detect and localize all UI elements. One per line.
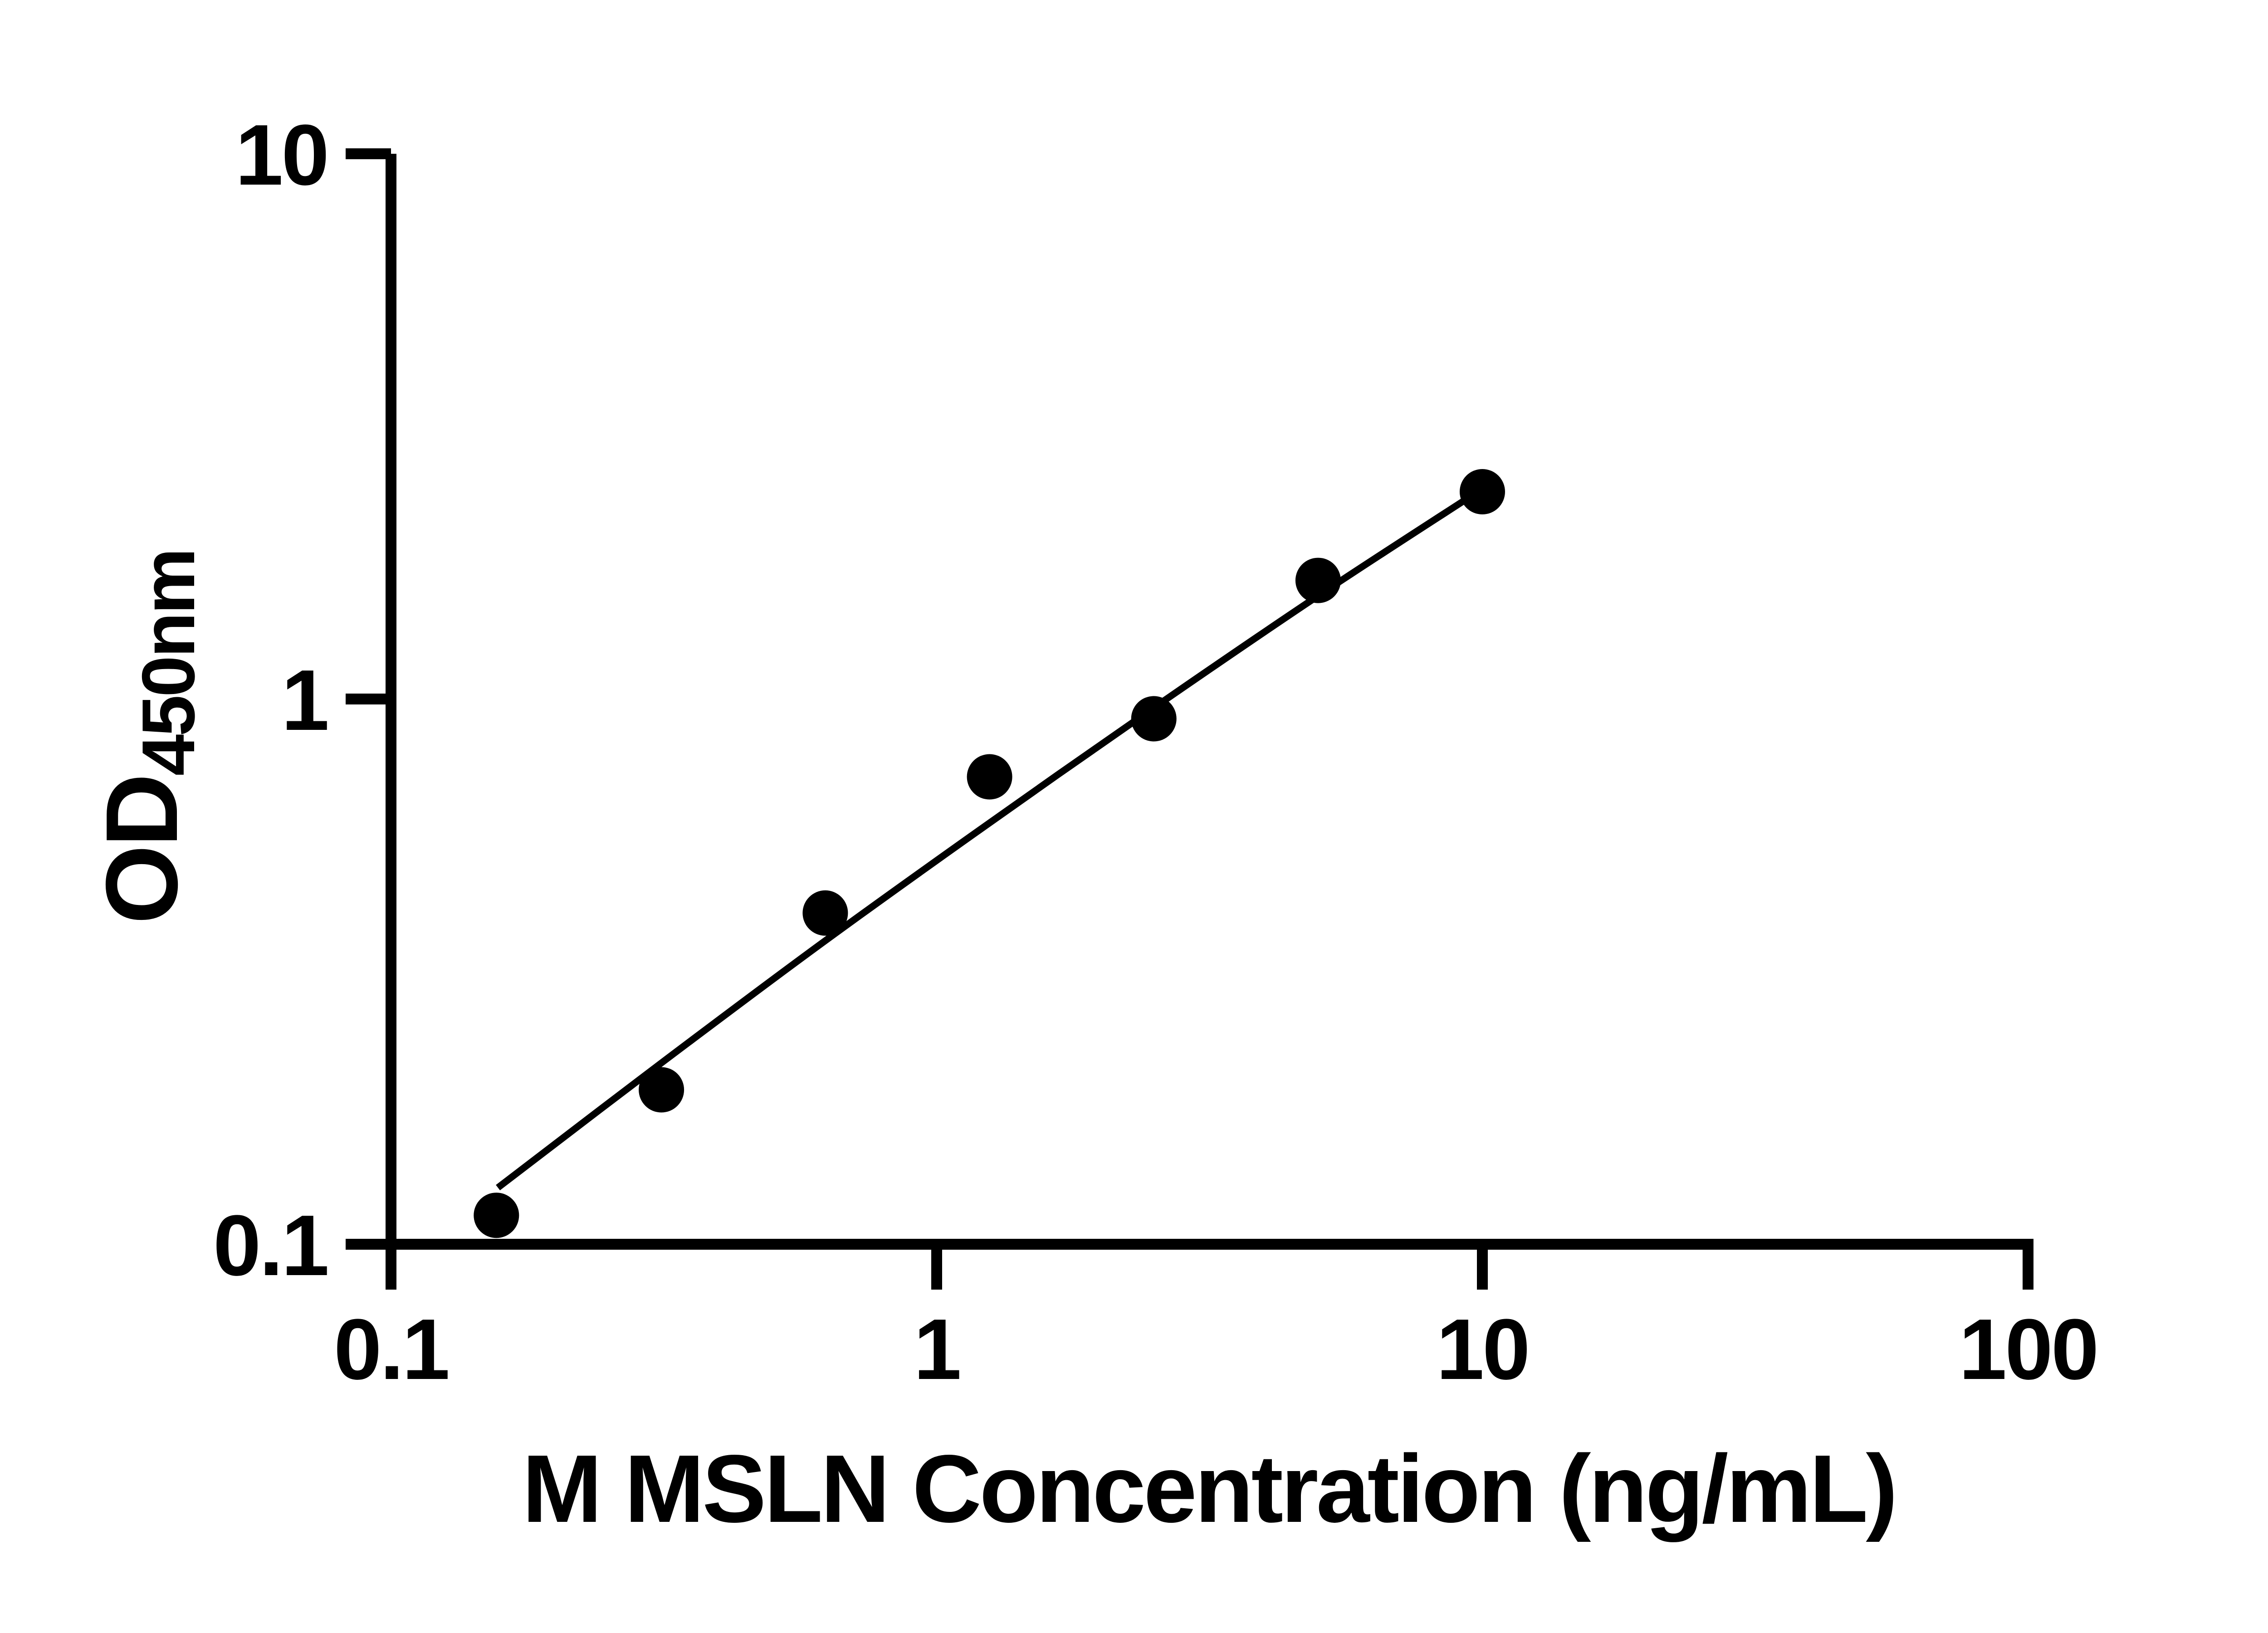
y-tick-label: 1	[281, 652, 327, 748]
x-tick-label: 10	[1436, 1301, 1528, 1398]
y-axis-title-subscript: 450nm	[127, 550, 210, 776]
data-point	[967, 754, 1012, 800]
data-point	[1131, 696, 1177, 742]
y-tick-labels: 10 1 0.1	[213, 107, 329, 1294]
x-tick-label: 0.1	[334, 1301, 448, 1398]
x-tick-label: 100	[1959, 1301, 2097, 1398]
data-points	[474, 469, 1505, 1238]
x-axis-title: M MSLN Concentration (ng/mL)	[522, 1435, 1896, 1542]
data-point	[1460, 469, 1505, 514]
x-tick-label: 1	[914, 1301, 960, 1398]
x-tick-labels: 0.1 1 10 100	[334, 1301, 2099, 1398]
y-tick-label: 0.1	[213, 1198, 327, 1294]
data-point	[802, 890, 848, 936]
data-point	[474, 1193, 519, 1238]
data-point	[639, 1067, 684, 1113]
data-point	[1295, 557, 1341, 603]
y-axis-title: OD 450nm	[84, 550, 210, 924]
y-axis-title-main: OD	[84, 776, 199, 924]
x-axis-ticks	[386, 1244, 2033, 1290]
y-axis-ticks	[346, 148, 391, 1250]
y-tick-label: 10	[235, 107, 327, 203]
